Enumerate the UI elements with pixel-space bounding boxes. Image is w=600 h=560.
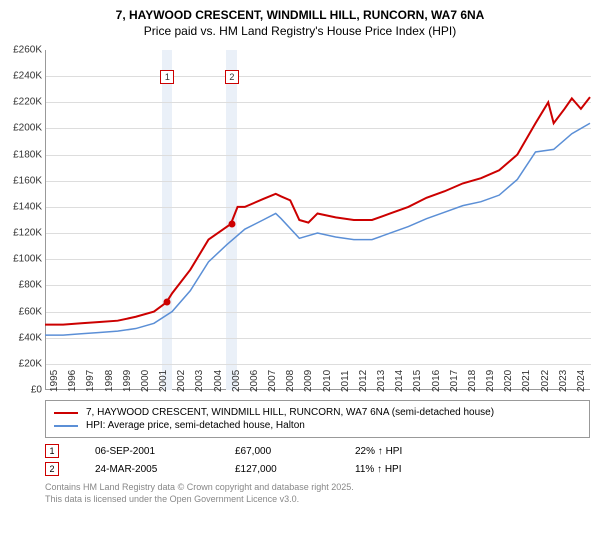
y-axis-label: £240K [13, 71, 42, 82]
y-axis-label: £260K [13, 45, 42, 56]
legend-series-label: HPI: Average price, semi-detached house,… [86, 420, 305, 431]
legend-events: 1 06-SEP-2001 £67,000 22% ↑ HPI 2 24-MAR-2005… [45, 444, 590, 476]
chart-area: £0£20K£40K£60K£80K£100K£120K£140K£160K£1… [45, 50, 590, 390]
legend-event-row: 1 06-SEP-2001 £67,000 22% ↑ HPI [45, 444, 590, 458]
y-axis-label: £140K [13, 201, 42, 212]
y-axis-label: £120K [13, 228, 42, 239]
y-axis-label: £80K [19, 280, 42, 291]
y-axis-label: £40K [19, 332, 42, 343]
chart-lines [45, 50, 590, 390]
legend-swatch [54, 425, 78, 427]
y-axis-label: £160K [13, 175, 42, 186]
legend-series-row: HPI: Average price, semi-detached house,… [54, 420, 581, 431]
y-axis-label: £180K [13, 149, 42, 160]
chart-subtitle: Price paid vs. HM Land Registry's House … [0, 24, 600, 46]
chart-title: 7, HAYWOOD CRESCENT, WINDMILL HILL, RUNC… [0, 0, 600, 24]
legend-series-label: 7, HAYWOOD CRESCENT, WINDMILL HILL, RUNC… [86, 407, 494, 418]
event-date: 06-SEP-2001 [95, 446, 205, 457]
legend: 7, HAYWOOD CRESCENT, WINDMILL HILL, RUNC… [45, 400, 590, 505]
y-axis-label: £0 [31, 385, 42, 396]
event-delta: 22% ↑ HPI [355, 446, 402, 457]
legend-swatch [54, 412, 78, 414]
event-date: 24-MAR-2005 [95, 464, 205, 475]
y-axis-label: £20K [19, 358, 42, 369]
y-axis-label: £220K [13, 97, 42, 108]
y-axis-label: £100K [13, 254, 42, 265]
attribution-line1: Contains HM Land Registry data © Crown c… [45, 482, 590, 494]
event-price: £127,000 [235, 464, 325, 475]
event-price: £67,000 [235, 446, 325, 457]
attribution-line2: This data is licensed under the Open Gov… [45, 494, 590, 506]
event-marker-icon: 1 [45, 444, 59, 458]
legend-series-row: 7, HAYWOOD CRESCENT, WINDMILL HILL, RUNC… [54, 407, 581, 418]
y-axis-label: £60K [19, 306, 42, 317]
legend-event-row: 2 24-MAR-2005 £127,000 11% ↑ HPI [45, 462, 590, 476]
event-delta: 11% ↑ HPI [355, 464, 402, 475]
y-axis-label: £200K [13, 123, 42, 134]
attribution: Contains HM Land Registry data © Crown c… [45, 482, 590, 505]
legend-series-box: 7, HAYWOOD CRESCENT, WINDMILL HILL, RUNC… [45, 400, 590, 438]
event-marker-icon: 2 [45, 462, 59, 476]
